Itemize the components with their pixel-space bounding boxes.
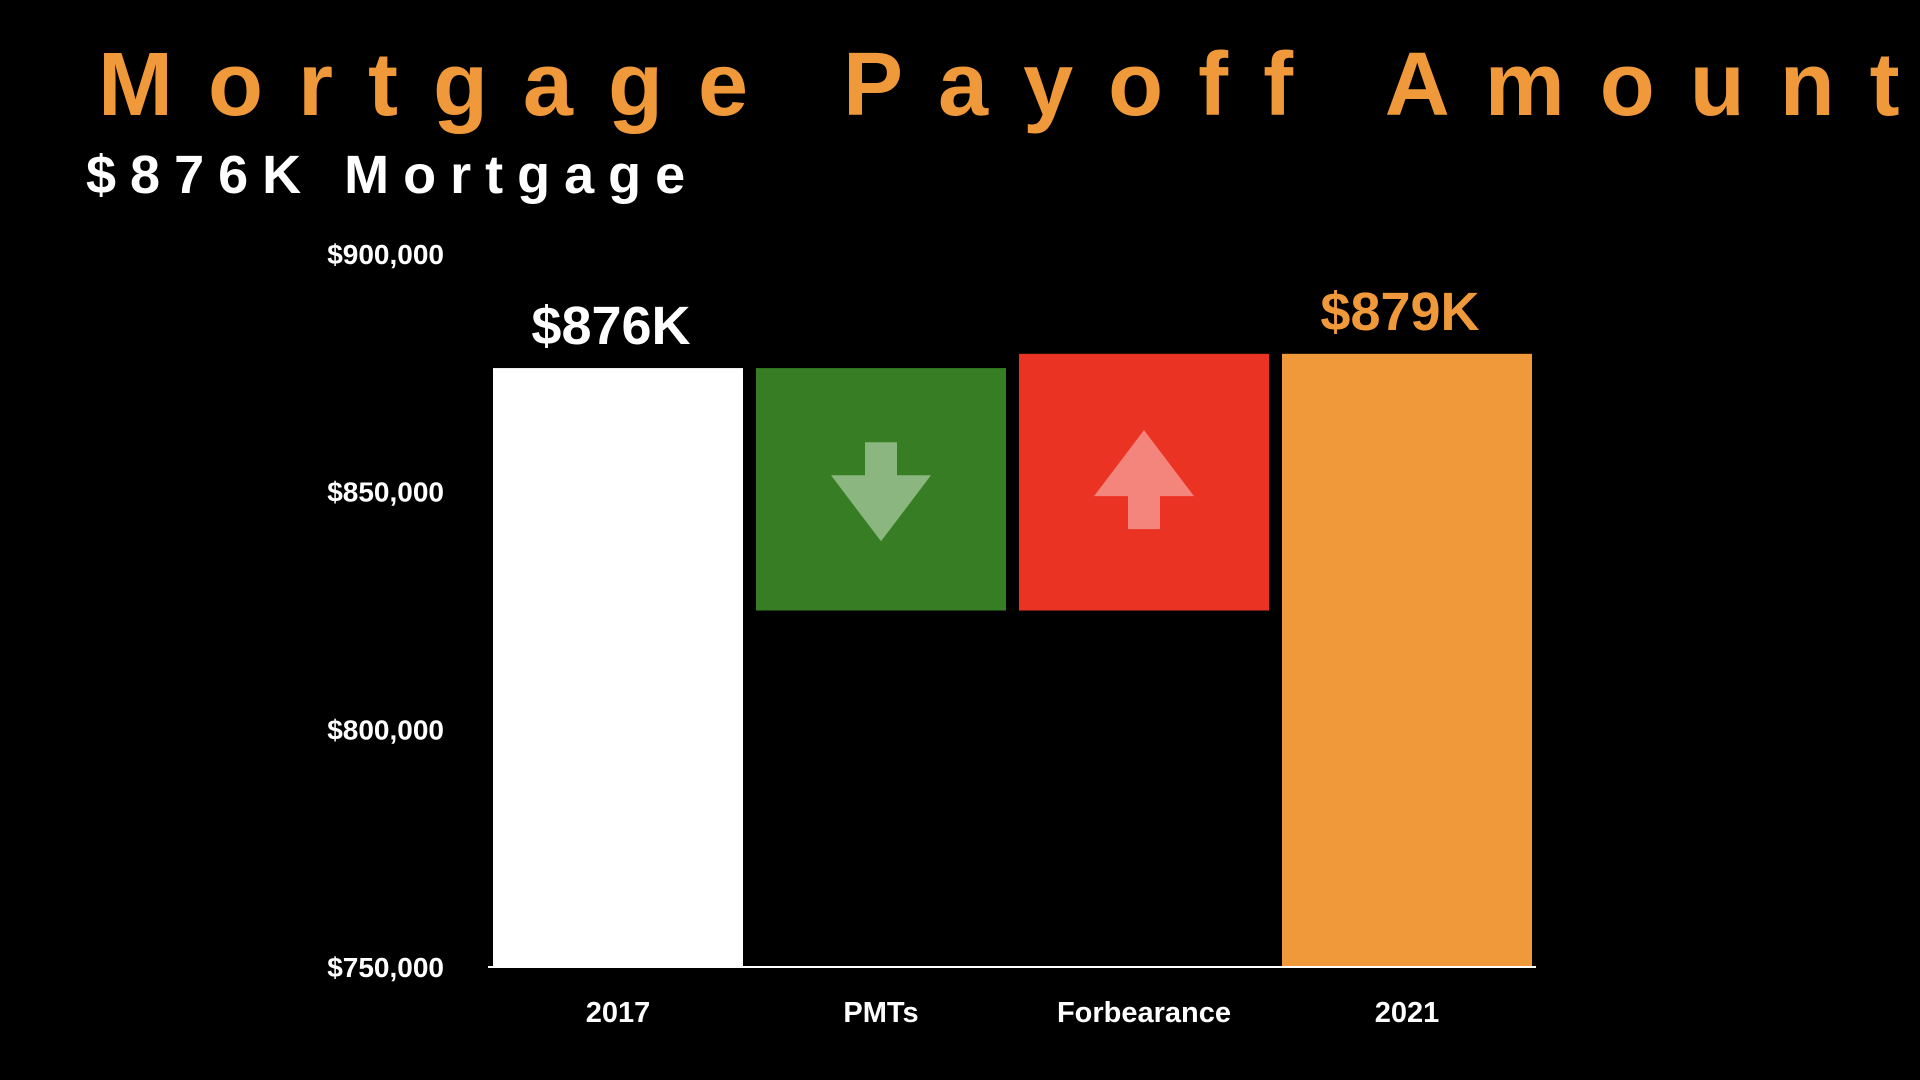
bar-2017 (493, 368, 743, 968)
category-label-forbearance: Forbearance (1057, 997, 1231, 1029)
y-tick-label: $800,000 (327, 714, 444, 745)
arrow-up-icon (1094, 430, 1194, 530)
bar-2021 (1282, 353, 1532, 967)
x-axis-categories: 2017 PMTs Forbearance 2021 (586, 997, 1440, 1029)
bars-layer (493, 353, 1532, 968)
y-axis-ticks: $750,000 $800,000 $850,000 $900,000 (327, 239, 444, 983)
icons-layer (831, 430, 1194, 542)
data-label-2017: $876K (531, 296, 690, 356)
chart-title: Mortgage Payoff Amount (98, 35, 1920, 135)
category-label-pmts: PMTs (843, 997, 918, 1029)
chart-subtitle: $876K Mortgage (86, 145, 700, 205)
data-label-2021: $879K (1320, 282, 1479, 342)
y-tick-label: $750,000 (327, 952, 444, 983)
category-label-2021: 2021 (1375, 997, 1440, 1029)
category-label-2017: 2017 (586, 997, 651, 1029)
y-tick-label: $900,000 (327, 239, 444, 270)
data-labels: $876K $879K (531, 282, 1479, 356)
arrow-down-icon (831, 442, 931, 542)
y-tick-label: $850,000 (327, 477, 444, 508)
